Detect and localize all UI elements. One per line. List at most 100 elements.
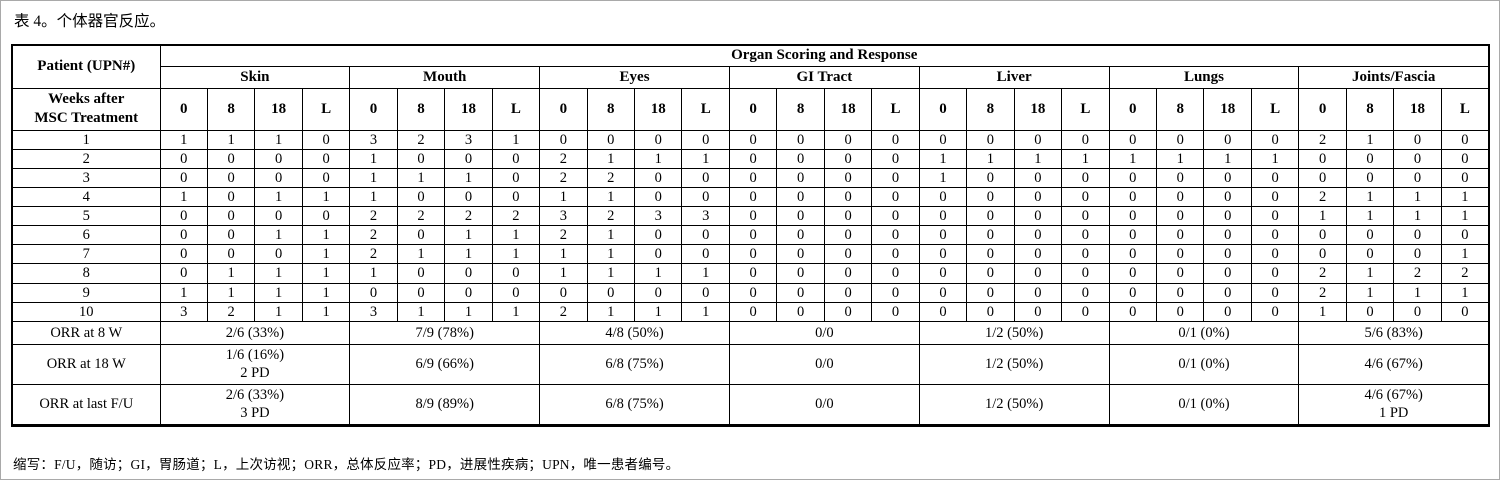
score-cell: 0 [634,244,683,265]
score-cell: 2 [1393,263,1442,284]
score-cell: 1 [301,263,351,284]
score-cell: 0 [1345,167,1395,188]
patient-id-cell: 7 [11,244,161,265]
score-cell: 1 [254,301,303,322]
organ-header-cell: Lungs [1108,65,1300,89]
timepoint-header-cell: 0 [728,87,778,131]
timepoint-header-cell: 0 [539,87,588,131]
summary-value-cell: 1/6 (16%) 2 PD [159,343,351,385]
score-cell: 0 [681,167,730,188]
header-row-top: Patient (UPN#) Organ Scoring and Response [11,44,1490,89]
score-cell: 1 [1108,148,1158,169]
score-cell: 0 [1250,244,1300,265]
score-cell: 0 [396,263,446,284]
summary-value-cell: 0/0 [728,343,920,385]
score-cell: 2 [586,167,636,188]
score-cell: 3 [634,205,683,227]
summary-value-cell: 0/1 (0%) [1108,343,1300,385]
score-cell: 0 [1108,129,1158,150]
timepoint-header-cell: 0 [159,87,208,131]
score-cell: 0 [1156,205,1205,227]
timepoint-header-cell: 8 [206,87,256,131]
score-cell: 1 [1345,129,1395,150]
score-cell: 0 [728,148,778,169]
score-cell: 1 [1393,205,1442,227]
score-cell: 0 [966,205,1015,227]
score-cell: 0 [491,167,541,188]
score-cell: 1 [539,244,588,265]
summary-value-cell: 1/2 (50%) [918,383,1110,426]
score-cell: 0 [1393,167,1442,188]
score-cell: 2 [1298,263,1347,284]
score-cell: 0 [728,244,778,265]
score-cell: 0 [396,225,446,246]
summary-value-cell: 0/0 [728,320,920,345]
score-cell: 0 [1108,244,1158,265]
score-cell: 0 [1108,186,1158,208]
timepoint-header-cell: L [1440,87,1490,131]
score-cell: 0 [1250,186,1300,208]
score-cell: 1 [396,167,446,188]
score-cell: 1 [254,186,303,208]
score-cell: 0 [776,205,825,227]
score-cell: 0 [444,186,493,208]
score-cell: 0 [1345,301,1395,322]
summary-value-cell: 0/1 (0%) [1108,320,1300,345]
score-cell: 0 [1061,301,1110,322]
table-header: Patient (UPN#) Organ Scoring and Response… [11,44,1490,131]
score-cell: 0 [634,282,683,303]
score-cell: 0 [1393,244,1442,265]
score-cell: 0 [1203,186,1252,208]
score-cell: 1 [396,301,446,322]
score-cell: 1 [301,282,351,303]
score-cell: 0 [1345,244,1395,265]
score-cell: 1 [301,244,351,265]
score-cell: 0 [1013,263,1063,284]
score-cell: 0 [254,205,303,227]
patient-id-cell: 10 [11,301,161,322]
score-cell: 0 [823,129,873,150]
score-cell: 0 [728,301,778,322]
score-cell: 1 [206,263,256,284]
score-cell: 0 [1440,167,1490,188]
score-cell: 2 [586,205,636,227]
timepoint-header-cell: 18 [1203,87,1252,131]
timepoint-header-cell: 0 [918,87,968,131]
summary-value-cell: 2/6 (33%) 3 PD [159,383,351,426]
score-cell: 1 [1345,205,1395,227]
score-cell: 2 [491,205,541,227]
score-cell: 0 [966,167,1015,188]
score-cell: 1 [1156,148,1205,169]
score-cell: 0 [823,167,873,188]
score-cell: 1 [539,263,588,284]
score-cell: 0 [871,282,920,303]
score-cell: 0 [776,225,825,246]
header-row-organs: Skin Mouth Eyes GI Tract Liver Lungs Joints/Fa… [12,65,1490,89]
score-cell: 0 [823,205,873,227]
score-cell: 1 [634,148,683,169]
score-cell: 3 [349,301,398,322]
score-cell: 0 [681,244,730,265]
score-cell: 0 [159,167,208,188]
score-cell: 1 [1298,205,1347,227]
score-cell: 1 [444,167,493,188]
score-cell: 0 [159,263,208,284]
score-cell: 1 [918,167,968,188]
score-cell: 0 [966,244,1015,265]
summary-value-cell: 8/9 (89%) [349,383,541,426]
score-cell: 0 [776,282,825,303]
score-cell: 1 [1440,282,1490,303]
score-cell: 0 [871,186,920,208]
score-cell: 0 [681,225,730,246]
score-cell: 0 [823,225,873,246]
organ-header-cell: Eyes [539,65,730,89]
score-cell: 1 [681,148,730,169]
timepoint-header-cell: L [871,87,920,131]
score-cell: 0 [681,129,730,150]
organ-response-table: Patient (UPN#) Organ Scoring and Response… [11,44,1490,427]
score-cell: 0 [966,186,1015,208]
